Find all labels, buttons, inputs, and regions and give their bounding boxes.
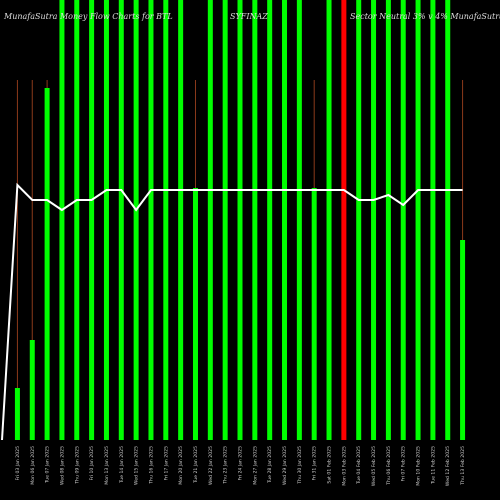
bar xyxy=(207,0,213,440)
x-tick-label: Thu 06 Feb 2025 xyxy=(386,446,392,486)
money-flow-line xyxy=(1,182,463,441)
bar xyxy=(192,188,198,440)
x-tick-label: Mon 13 Jan 2025 xyxy=(104,446,110,485)
header-right: Sector Neutral 3% v 4% MunafaSutra.com xyxy=(350,12,500,21)
x-tick-label: Mon 06 Jan 2025 xyxy=(30,446,36,485)
bar xyxy=(59,0,65,440)
x-tick-label: Fri 24 Jan 2025 xyxy=(238,446,244,481)
bar xyxy=(44,88,50,440)
bar xyxy=(89,0,95,440)
bar xyxy=(14,388,20,440)
bar xyxy=(282,0,288,440)
x-tick-label: Fri 10 Jan 2025 xyxy=(89,446,95,481)
bar xyxy=(326,0,332,440)
header-left: MunafaSutra Money Flow Charts for BTL xyxy=(3,12,173,21)
bar xyxy=(385,0,391,440)
bar xyxy=(311,188,317,440)
x-tick-label: Mon 03 Feb 2025 xyxy=(341,446,347,486)
x-tick-label: Thu 23 Jan 2025 xyxy=(223,446,229,485)
x-tick-label: Thu 09 Jan 2025 xyxy=(74,446,80,485)
bar xyxy=(237,0,243,440)
bar xyxy=(103,0,109,440)
x-tick-label: Tue 28 Jan 2025 xyxy=(267,446,273,484)
x-tick-label: Wed 22 Jan 2025 xyxy=(208,446,214,485)
x-tick-label: Fri 31 Jan 2025 xyxy=(312,446,318,481)
bar xyxy=(222,0,228,440)
x-tick-label: Fri 03 Jan 2025 xyxy=(15,446,21,481)
x-tick-label: Thu 30 Jan 2025 xyxy=(297,446,303,485)
x-tick-label: Thu 16 Jan 2025 xyxy=(148,446,154,485)
x-tick-label: Wed 05 Feb 2025 xyxy=(371,446,377,486)
x-tick-label: Thu 13 Feb 2025 xyxy=(460,446,466,486)
bar xyxy=(133,0,139,440)
bar xyxy=(148,0,154,440)
bar xyxy=(445,0,451,440)
x-tick-label: Mon 20 Jan 2025 xyxy=(178,446,184,485)
bar xyxy=(74,0,80,440)
bar xyxy=(296,0,302,440)
bar xyxy=(178,0,184,440)
bar-series xyxy=(14,0,466,440)
bar xyxy=(430,0,436,440)
x-tick-label: Wed 29 Jan 2025 xyxy=(282,446,288,485)
bar xyxy=(400,0,406,440)
bar xyxy=(356,0,362,440)
bar xyxy=(267,0,273,440)
x-tick-labels: Fri 03 Jan 2025 Mon 06 Jan 2025 Tue 07 Jan… xyxy=(15,446,466,486)
bar xyxy=(371,0,377,440)
bar xyxy=(460,240,466,440)
x-tick-label: Tue 14 Jan 2025 xyxy=(119,446,125,484)
bar xyxy=(118,0,124,440)
x-tick-label: Sat 01 Feb 2025 xyxy=(327,446,333,484)
x-tick-label: Tue 21 Jan 2025 xyxy=(193,446,199,484)
bar xyxy=(29,340,35,440)
x-tick-label: Tue 07 Jan 2025 xyxy=(45,446,51,484)
x-tick-label: Tue 04 Feb 2025 xyxy=(356,446,362,485)
wick-series xyxy=(16,80,464,388)
x-tick-label: Wed 08 Jan 2025 xyxy=(59,446,65,485)
x-tick-label: Wed 15 Jan 2025 xyxy=(134,446,140,485)
x-tick-label: Mon 10 Feb 2025 xyxy=(416,446,422,486)
bar xyxy=(252,0,258,440)
header-center: SYFINAZ xyxy=(230,12,268,21)
x-tick-label: Fri 07 Feb 2025 xyxy=(401,446,407,482)
x-tick-label: Wed 12 Feb 2025 xyxy=(445,446,451,486)
bar xyxy=(163,0,169,440)
x-tick-label: Tue 11 Feb 2025 xyxy=(430,446,436,485)
bar xyxy=(341,0,347,440)
x-tick-label: Mon 27 Jan 2025 xyxy=(252,446,258,485)
x-tick-label: Fri 17 Jan 2025 xyxy=(163,446,169,481)
bar xyxy=(415,0,421,440)
